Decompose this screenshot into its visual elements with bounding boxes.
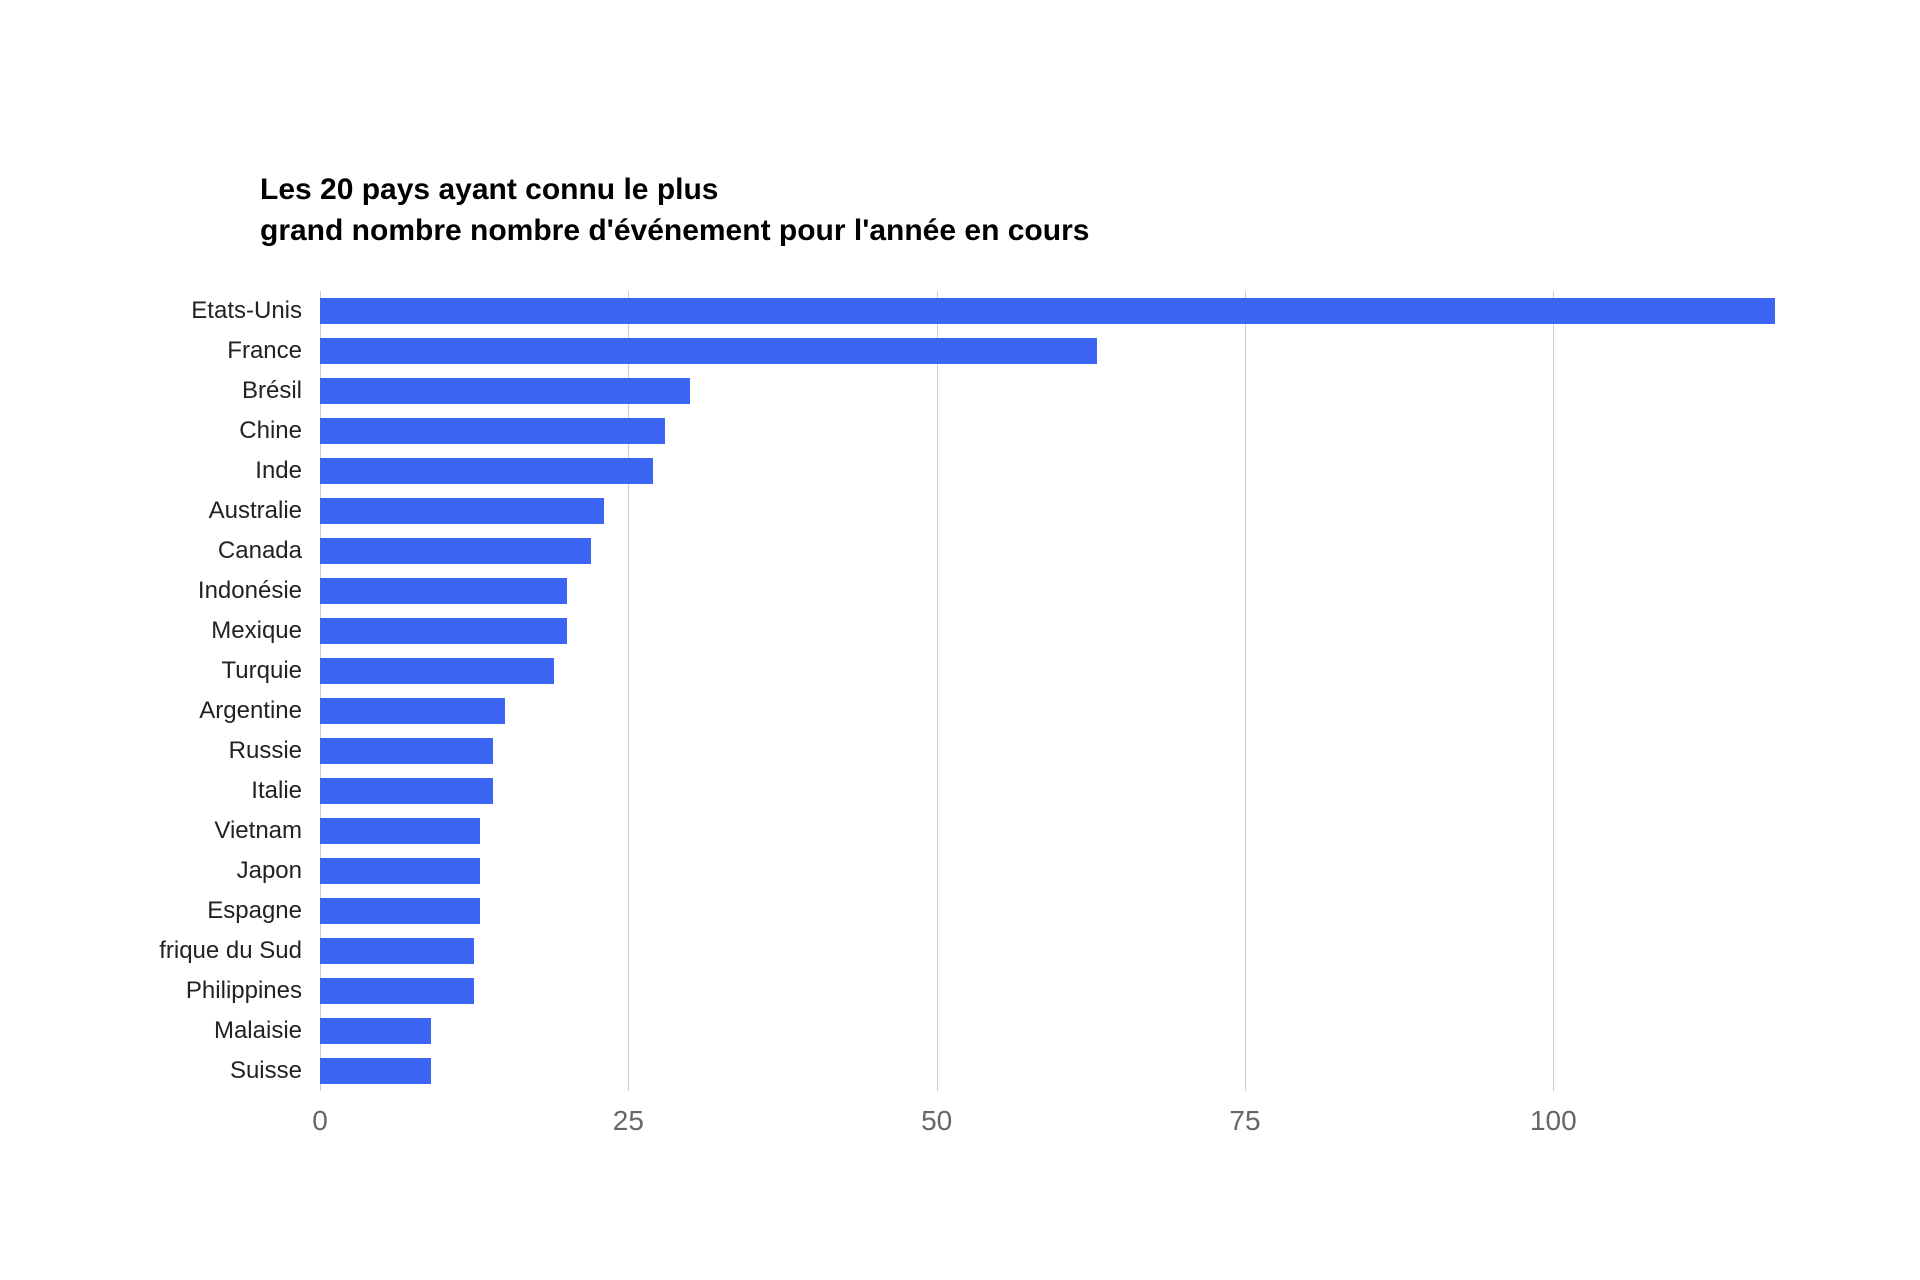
bar: [320, 698, 505, 724]
bar: [320, 818, 480, 844]
bar: [320, 978, 474, 1004]
y-axis-label: Inde: [255, 457, 302, 485]
y-axis-label: Mexique: [211, 617, 302, 645]
y-axis-label: Argentine: [199, 697, 302, 725]
y-axis-label: Suisse: [230, 1057, 302, 1085]
x-tick-label: 100: [1530, 1105, 1577, 1137]
bar: [320, 658, 554, 684]
y-axis-label: Italie: [251, 777, 302, 805]
bar: [320, 578, 567, 604]
bar: [320, 938, 474, 964]
bar: [320, 1058, 431, 1084]
bar: [320, 338, 1097, 364]
bar: [320, 898, 480, 924]
bar: [320, 778, 493, 804]
plot: Etats-Unis France Brésil Chine Inde Australie…: [120, 291, 1820, 1151]
chart-title-line1: Les 20 pays ayant connu le plus: [260, 173, 719, 206]
x-tick-label: 25: [613, 1105, 644, 1137]
bar: [320, 498, 604, 524]
bar: [320, 458, 653, 484]
y-axis-label: frique du Sud: [159, 937, 302, 965]
gridline: [320, 291, 321, 1091]
y-axis-label: Turquie: [222, 657, 302, 685]
y-axis-label: Malaisie: [214, 1017, 302, 1045]
y-axis-label: Brésil: [242, 377, 302, 405]
y-axis-label: Vietnam: [214, 817, 302, 845]
plot-area: 0255075100: [320, 291, 1800, 1091]
chart-container: Les 20 pays ayant connu le plus grand no…: [120, 170, 1820, 1151]
chart-title: Les 20 pays ayant connu le plus grand no…: [260, 170, 1820, 251]
y-axis-label: France: [227, 337, 302, 365]
y-axis-label: Japon: [237, 857, 302, 885]
bar: [320, 1018, 431, 1044]
bar: [320, 298, 1775, 324]
x-tick-label: 75: [1229, 1105, 1260, 1137]
gridline: [1245, 291, 1246, 1091]
x-tick-label: 0: [312, 1105, 328, 1137]
x-tick-label: 50: [921, 1105, 952, 1137]
y-axis-labels: Etats-Unis France Brésil Chine Inde Australie…: [120, 291, 310, 1091]
y-axis-label: Espagne: [207, 897, 302, 925]
bar: [320, 858, 480, 884]
bar: [320, 538, 591, 564]
y-axis-label: Etats-Unis: [191, 297, 302, 325]
gridline: [937, 291, 938, 1091]
bar: [320, 378, 690, 404]
y-axis-label: Canada: [218, 537, 302, 565]
y-axis-label: Chine: [239, 417, 302, 445]
bar: [320, 738, 493, 764]
y-axis-label: Philippines: [186, 977, 302, 1005]
gridline: [628, 291, 629, 1091]
y-axis-label: Russie: [229, 737, 302, 765]
bar: [320, 418, 665, 444]
y-axis-label: Australie: [209, 497, 302, 525]
chart-title-line2: grand nombre nombre d'événement pour l'a…: [260, 214, 1089, 247]
bar: [320, 618, 567, 644]
gridline: [1553, 291, 1554, 1091]
y-axis-label: Indonésie: [198, 577, 302, 605]
